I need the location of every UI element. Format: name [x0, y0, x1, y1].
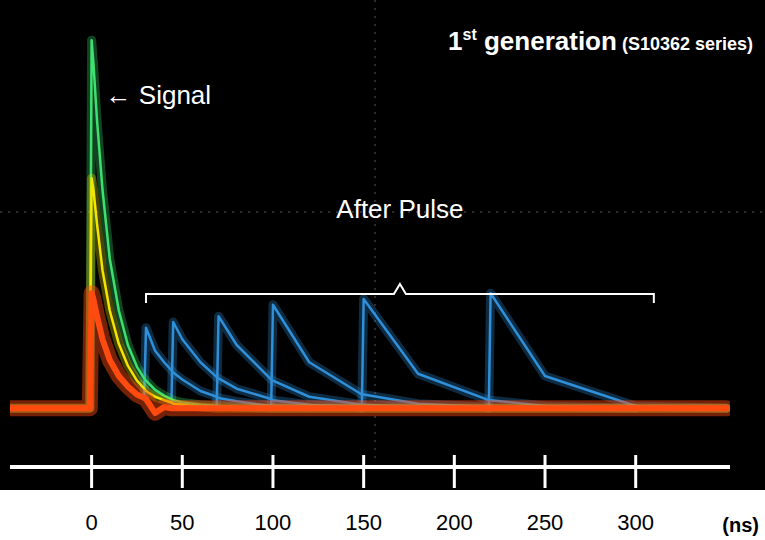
- x-tick: [453, 455, 456, 488]
- x-tick-label: 50: [170, 510, 194, 535]
- x-tick-label: 250: [527, 510, 564, 535]
- x-tick: [271, 455, 274, 488]
- trace-glow: [10, 293, 726, 413]
- x-axis-title: (ns): [722, 514, 759, 536]
- chart: 0 50 100 150 200 250 300 (ns) 1st generation (S1…: [0, 0, 765, 540]
- x-tick-label: 200: [436, 510, 473, 535]
- trace: [171, 322, 361, 407]
- x-tick: [634, 455, 637, 488]
- annotation-signal: ← Signal: [106, 80, 212, 110]
- x-tick-label: 100: [255, 510, 292, 535]
- x-tick: [181, 455, 184, 488]
- traces: [10, 40, 726, 413]
- trace: [10, 293, 726, 413]
- x-tick: [544, 455, 547, 488]
- annotation-after-pulse: After Pulse: [336, 194, 463, 224]
- title: 1st generation: [448, 26, 617, 56]
- x-tick-label: 0: [85, 510, 97, 535]
- x-tick: [90, 455, 93, 488]
- graticule: [375, 0, 376, 460]
- subtitle: (S10362 series): [617, 34, 753, 54]
- brace: [146, 284, 654, 303]
- x-tick-label: 150: [345, 510, 382, 535]
- scope-screen: [0, 0, 765, 490]
- trace-glow: [10, 40, 726, 408]
- title-group: 1st generation (S10362 series): [448, 26, 753, 56]
- background: [0, 0, 765, 540]
- trace-glow: [489, 293, 727, 408]
- trace-glow: [171, 322, 361, 407]
- trace: [10, 40, 726, 408]
- x-tick-label: 300: [617, 510, 654, 535]
- x-tick: [362, 455, 365, 488]
- x-axis-line: [10, 465, 730, 469]
- trace: [489, 293, 727, 408]
